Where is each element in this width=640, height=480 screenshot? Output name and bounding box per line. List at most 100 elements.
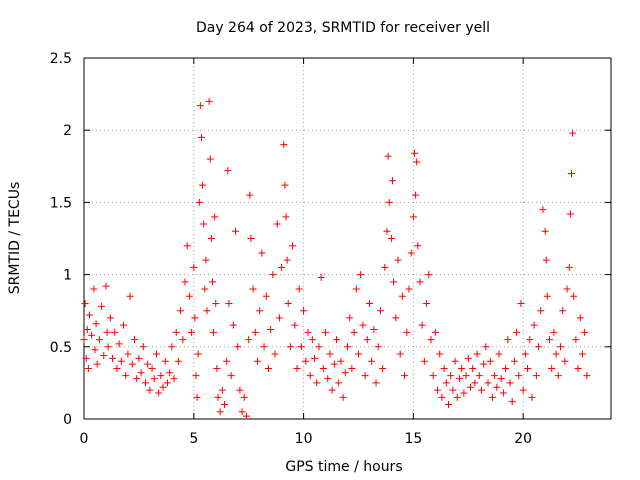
data-point [84,364,92,372]
data-point [185,292,193,300]
data-point [98,302,106,310]
data-point [381,263,389,271]
data-point [392,314,400,322]
data-point [423,299,431,307]
data-point [398,292,406,300]
y-tick-label: 1.5 [50,195,72,211]
data-point [537,307,545,315]
data-point [425,271,433,279]
data-point [205,97,213,105]
data-point [319,364,327,372]
data-point [445,401,453,409]
data-point [519,386,527,394]
data-point [223,357,231,365]
data-point [236,386,244,394]
data-point [238,408,246,416]
data-point [200,220,208,228]
data-point [521,350,529,358]
data-point [234,343,242,351]
data-point [418,321,426,329]
data-point [436,350,444,358]
data-point [554,372,562,380]
data-point [491,372,499,380]
data-point [357,271,365,279]
data-point [440,364,448,372]
data-point [278,263,286,271]
data-point [405,285,413,293]
y-axis: 0 0.5 1 1.5 2 2.5 [50,51,611,428]
y-tick-label: 0 [63,412,72,428]
data-point [317,273,325,281]
data-point [578,350,586,358]
data-point [218,386,226,394]
data-point [120,321,128,329]
data-point [146,386,154,394]
data-point [95,336,103,344]
data-point [359,321,367,329]
data-point [102,282,110,290]
data-point [574,364,582,372]
data-point [401,372,409,380]
data-point [258,249,266,257]
data-point [376,307,384,315]
data-point [361,372,369,380]
y-tick-label: 2 [63,123,72,139]
data-point [291,321,299,329]
data-point [91,346,99,354]
data-point [484,379,492,387]
data-point [172,328,180,336]
data-point [471,379,479,387]
data-point [240,393,248,401]
chart-title: Day 264 of 2023, SRMTID for receiver yel… [196,20,490,36]
data-point [181,278,189,286]
data-point [412,191,420,199]
data-point [275,314,283,322]
data-point [208,278,216,286]
data-point [90,285,98,293]
data-point [197,133,205,141]
data-point [517,299,525,307]
data-point [179,336,187,344]
data-point [284,299,292,307]
data-point [196,102,204,110]
data-point [201,285,209,293]
data-point [442,379,450,387]
data-point [495,350,503,358]
data-point [458,364,466,372]
data-point [267,325,275,333]
data-point [326,350,334,358]
data-point [308,336,316,344]
data-point [227,372,235,380]
data-point [93,360,101,368]
data-point [493,383,501,391]
data-point [477,386,485,394]
data-point [177,307,185,315]
data-point [148,364,156,372]
data-point [207,235,215,242]
y-tick-label: 1 [63,268,72,284]
data-point [131,336,139,344]
data-point [469,364,477,372]
data-points [80,97,591,420]
data-point [413,158,421,166]
data-point [103,328,111,336]
data-point [473,350,481,358]
data-point [166,369,174,377]
data-point [152,350,160,358]
data-point [80,336,88,344]
data-point [552,350,560,358]
data-point [273,220,281,228]
plot-frame [83,57,612,420]
data-point [530,321,538,329]
data-point [109,354,117,362]
x-tick-label: 20 [514,431,532,447]
data-point [128,360,136,368]
data-point [264,364,272,372]
data-point [563,285,571,293]
data-point [513,328,521,336]
y-axis-label: SRMTID / TECUs [7,182,23,295]
data-point [449,386,457,394]
data-point [92,320,100,328]
data-point [499,389,507,397]
data-point [213,364,221,372]
